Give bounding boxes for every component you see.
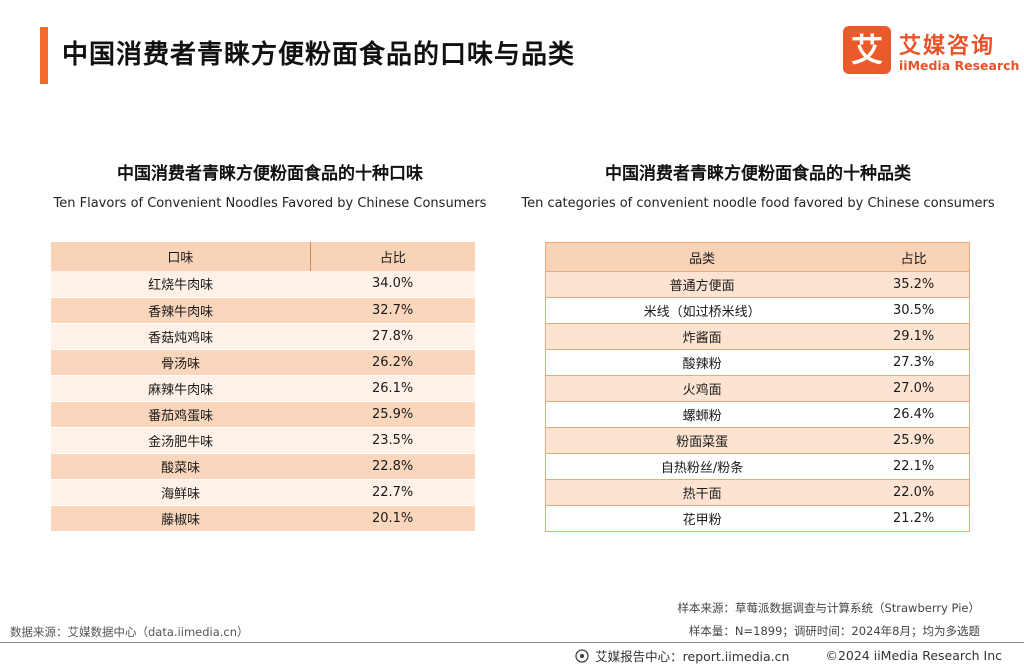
table-row: 酸菜味 22.8% [51,453,475,480]
flavor-name: 藤椒味 [51,505,311,532]
category-name: 酸辣粉 [545,349,859,376]
flavor-title: 中国消费者青睐方便粉面食品的十种口味 [117,164,423,184]
copyright-text: ©2024 iiMedia Research Inc [825,648,1002,663]
flavor-subtitle: Ten Flavors of Convenient Noodles Favore… [53,196,487,211]
table-row: 番茄鸡蛋味 25.9% [51,401,475,428]
table-row: 火鸡面 27.0% [545,375,970,402]
flavor-share: 27.8% [310,323,475,350]
category-name: 火鸡面 [545,375,859,402]
flavor-share: 25.9% [310,401,475,428]
table-row: 酸辣粉 27.3% [545,349,970,376]
flavor-share: 32.7% [310,297,475,324]
table-row: 麻辣牛肉味 26.1% [51,375,475,402]
sample-info-note: 样本量：N=1899；调研时间：2024年8月；均为多选题 [688,624,980,638]
category-name: 螺蛳粉 [545,401,859,428]
table-row: 骨汤味 26.2% [51,349,475,376]
table-row: 普通方便面 35.2% [545,271,970,298]
flavor-table-header: 口味 占比 [51,242,475,271]
category-share: 25.9% [858,427,970,454]
flavor-share: 23.5% [310,427,475,454]
sample-source-note: 样本来源：草莓派数据调查与计算系统（Strawberry Pie） [677,601,980,615]
column-header-share: 占比 [858,242,970,272]
table-row: 红烧牛肉味 34.0% [51,271,475,298]
category-table-header: 品类 占比 [545,242,970,272]
table-row: 金汤肥牛味 23.5% [51,427,475,454]
category-panel: 中国消费者青睐方便粉面食品的十种品类 Ten categories of con… [508,160,1008,532]
iimedia-logo: 艾 艾媒咨询 iiMedia Research [843,26,1019,78]
table-row: 海鲜味 22.7% [51,479,475,506]
flavor-name: 麻辣牛肉味 [51,375,311,402]
category-name: 花甲粉 [545,505,859,532]
category-name: 粉面菜蛋 [545,427,859,454]
data-source-note: 数据来源：艾媒数据中心（data.iimedia.cn） [10,625,249,639]
category-share: 22.1% [858,453,970,480]
flavor-name: 酸菜味 [51,453,311,480]
table-row: 粉面菜蛋 25.9% [545,427,970,454]
flavor-name: 香菇炖鸡味 [51,323,311,350]
flavor-name: 海鲜味 [51,479,311,506]
flavor-share: 22.7% [310,479,475,506]
category-share: 27.0% [858,375,970,402]
category-name: 热干面 [545,479,859,506]
table-row: 热干面 22.0% [545,479,970,506]
table-row: 螺蛳粉 26.4% [545,401,970,428]
category-share: 30.5% [858,297,970,324]
logo-en-text: iiMedia Research [899,58,1020,73]
column-header-category: 品类 [545,242,859,272]
category-share: 27.3% [858,349,970,376]
category-name: 自热粉丝/粉条 [545,453,859,480]
flavor-name: 金汤肥牛味 [51,427,311,454]
report-center-link[interactable]: 艾媒报告中心：report.iimedia.cn [595,649,790,664]
report-center-icon [575,648,589,663]
flavor-share: 20.1% [310,505,475,532]
category-title: 中国消费者青睐方便粉面食品的十种品类 [605,164,911,184]
flavor-share: 26.2% [310,349,475,376]
logo-mark: 艾 [843,26,891,74]
table-row: 香辣牛肉味 32.7% [51,297,475,324]
flavor-name: 骨汤味 [51,349,311,376]
category-name: 炸酱面 [545,323,859,350]
flavor-name: 红烧牛肉味 [51,271,311,298]
title-accent-bar [40,27,48,84]
footer-divider [0,642,1024,643]
category-share: 26.4% [858,401,970,428]
category-name: 米线（如过桥米线） [545,297,859,324]
flavor-name: 番茄鸡蛋味 [51,401,311,428]
logo-cn-text: 艾媒咨询 [899,34,996,59]
flavor-panel: 中国消费者青睐方便粉面食品的十种口味 Ten Flavors of Conven… [40,160,500,532]
category-share: 35.2% [858,271,970,298]
flavor-table: 口味 占比 红烧牛肉味 34.0% 香辣牛肉味 32.7% 香菇炖鸡味 27.8% 骨… [51,242,475,532]
flavor-share: 34.0% [310,271,475,298]
table-row: 香菇炖鸡味 27.8% [51,323,475,350]
page-title: 中国消费者青睐方便粉面食品的口味与品类 [62,40,576,70]
table-row: 花甲粉 21.2% [545,505,970,532]
table-row: 藤椒味 20.1% [51,505,475,532]
table-row: 米线（如过桥米线） 30.5% [545,297,970,324]
column-header-flavor: 口味 [51,242,311,271]
footer: 艾媒报告中心：report.iimedia.cn ©2024 iiMedia R… [575,646,1002,665]
column-header-share: 占比 [310,242,475,271]
flavor-name: 香辣牛肉味 [51,297,311,324]
table-row: 自热粉丝/粉条 22.1% [545,453,970,480]
flavor-share: 22.8% [310,453,475,480]
table-row: 炸酱面 29.1% [545,323,970,350]
category-subtitle: Ten categories of convenient noodle food… [521,196,995,211]
flavor-share: 26.1% [310,375,475,402]
category-share: 22.0% [858,479,970,506]
category-share: 29.1% [858,323,970,350]
category-share: 21.2% [858,505,970,532]
category-table: 品类 占比 普通方便面 35.2% 米线（如过桥米线） 30.5% 炸酱面 29.1%… [545,242,970,532]
category-name: 普通方便面 [545,271,859,298]
